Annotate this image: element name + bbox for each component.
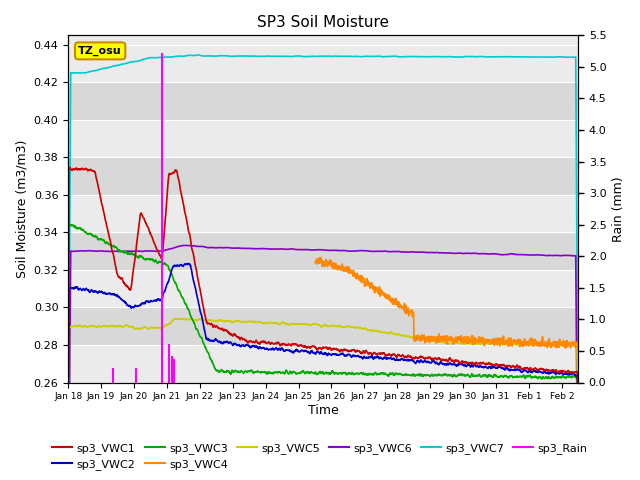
Bar (68, 345, 579, 383)
Bar (68, 45, 579, 82)
Y-axis label: Rain (mm): Rain (mm) (612, 176, 625, 242)
Bar (68, 270, 579, 307)
Bar (68, 307, 579, 345)
X-axis label: Time: Time (308, 404, 339, 417)
Text: TZ_osu: TZ_osu (78, 46, 122, 56)
Bar (68, 195, 579, 232)
Bar (68, 82, 579, 120)
Y-axis label: Soil Moisture (m3/m3): Soil Moisture (m3/m3) (15, 140, 28, 278)
Bar (68, 232, 579, 270)
Bar (68, 157, 579, 195)
Bar (68, 120, 579, 157)
Title: SP3 Soil Moisture: SP3 Soil Moisture (257, 15, 389, 30)
Legend: sp3_VWC1, sp3_VWC2, sp3_VWC3, sp3_VWC4, sp3_VWC5, sp3_VWC6, sp3_VWC7, sp3_Rain: sp3_VWC1, sp3_VWC2, sp3_VWC3, sp3_VWC4, … (48, 438, 592, 474)
